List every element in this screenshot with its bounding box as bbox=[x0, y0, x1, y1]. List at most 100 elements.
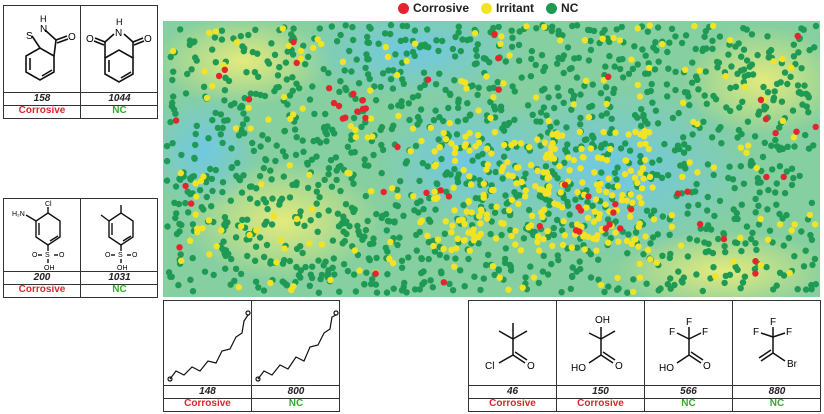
point-irritant bbox=[593, 236, 600, 243]
point-nc bbox=[756, 108, 763, 115]
point-irritant bbox=[677, 242, 685, 249]
point-nc bbox=[383, 289, 391, 296]
point-nc bbox=[385, 67, 392, 74]
point-nc bbox=[701, 239, 708, 246]
point-nc bbox=[217, 111, 225, 118]
point-nc bbox=[328, 183, 336, 190]
point-nc bbox=[372, 281, 380, 288]
point-nc bbox=[464, 36, 471, 44]
point-nc bbox=[189, 288, 197, 295]
point-nc bbox=[297, 208, 304, 215]
point-nc bbox=[540, 104, 548, 111]
point-irritant bbox=[451, 149, 459, 157]
point-nc bbox=[649, 99, 656, 106]
point-irritant bbox=[465, 229, 472, 236]
point-nc bbox=[528, 47, 536, 55]
point-nc bbox=[365, 255, 372, 262]
point-nc bbox=[256, 172, 264, 180]
point-nc bbox=[232, 234, 240, 241]
point-nc bbox=[808, 286, 815, 293]
point-nc bbox=[307, 217, 314, 224]
point-irritant bbox=[576, 128, 583, 135]
point-nc bbox=[381, 30, 389, 37]
point-nc bbox=[667, 275, 674, 282]
point-irritant bbox=[741, 83, 748, 90]
atom-label: H bbox=[116, 17, 123, 27]
point-nc bbox=[645, 60, 652, 67]
point-nc bbox=[172, 214, 179, 222]
point-nc bbox=[632, 229, 640, 236]
point-nc bbox=[187, 176, 194, 183]
point-nc bbox=[457, 47, 464, 55]
point-corrosive bbox=[359, 105, 367, 113]
point-nc bbox=[435, 47, 442, 55]
point-irritant bbox=[233, 39, 240, 46]
point-irritant bbox=[642, 233, 649, 240]
point-nc bbox=[260, 164, 267, 172]
point-nc bbox=[282, 153, 289, 160]
point-nc bbox=[163, 142, 171, 150]
point-nc bbox=[350, 208, 357, 216]
point-nc bbox=[438, 270, 445, 277]
point-irritant bbox=[628, 56, 635, 63]
point-nc bbox=[344, 267, 352, 275]
point-irritant bbox=[544, 151, 551, 158]
point-nc bbox=[541, 63, 549, 71]
point-nc bbox=[727, 84, 734, 92]
point-irritant bbox=[612, 129, 619, 136]
point-nc bbox=[738, 201, 745, 208]
point-irritant bbox=[220, 61, 227, 69]
point-nc bbox=[763, 263, 770, 271]
point-nc bbox=[560, 99, 567, 107]
point-irritant bbox=[186, 237, 194, 244]
point-nc bbox=[189, 254, 196, 262]
point-nc bbox=[613, 286, 621, 294]
point-nc bbox=[528, 55, 535, 63]
point-nc bbox=[477, 286, 484, 294]
point-nc bbox=[482, 261, 490, 269]
point-irritant bbox=[515, 200, 522, 208]
point-irritant bbox=[169, 47, 177, 55]
point-nc bbox=[420, 268, 427, 275]
point-nc bbox=[669, 114, 677, 122]
point-nc bbox=[748, 31, 756, 38]
point-nc bbox=[772, 189, 779, 196]
atom-label: OH bbox=[595, 315, 610, 326]
point-nc bbox=[568, 106, 575, 113]
point-nc bbox=[675, 268, 682, 275]
point-irritant bbox=[347, 122, 354, 130]
point-corrosive bbox=[172, 117, 180, 124]
point-nc bbox=[550, 231, 558, 239]
point-nc bbox=[243, 69, 250, 76]
point-nc bbox=[355, 80, 363, 87]
point-nc bbox=[611, 63, 618, 70]
point-nc bbox=[567, 87, 575, 95]
point-nc bbox=[604, 216, 612, 223]
point-nc bbox=[625, 70, 633, 77]
atom-label: F bbox=[702, 327, 708, 338]
point-irritant bbox=[653, 259, 660, 266]
point-irritant bbox=[519, 284, 526, 291]
atom-label: Cl bbox=[45, 201, 52, 208]
point-nc bbox=[509, 34, 516, 41]
point-nc bbox=[208, 175, 216, 183]
point-irritant bbox=[727, 37, 734, 44]
point-nc bbox=[434, 180, 441, 188]
point-nc bbox=[451, 53, 459, 60]
point-nc bbox=[222, 265, 229, 272]
point-nc bbox=[562, 146, 569, 153]
point-nc bbox=[752, 209, 759, 216]
point-nc bbox=[771, 88, 778, 95]
point-nc bbox=[205, 135, 212, 142]
point-nc bbox=[729, 176, 737, 183]
point-irritant bbox=[614, 274, 621, 282]
point-nc bbox=[289, 51, 297, 58]
point-irritant bbox=[696, 67, 703, 74]
point-nc bbox=[219, 139, 226, 147]
point-nc bbox=[701, 33, 708, 40]
point-nc bbox=[321, 124, 328, 131]
point-nc bbox=[449, 45, 457, 53]
point-nc bbox=[518, 74, 525, 81]
point-nc bbox=[235, 132, 243, 139]
point-nc bbox=[390, 122, 397, 129]
